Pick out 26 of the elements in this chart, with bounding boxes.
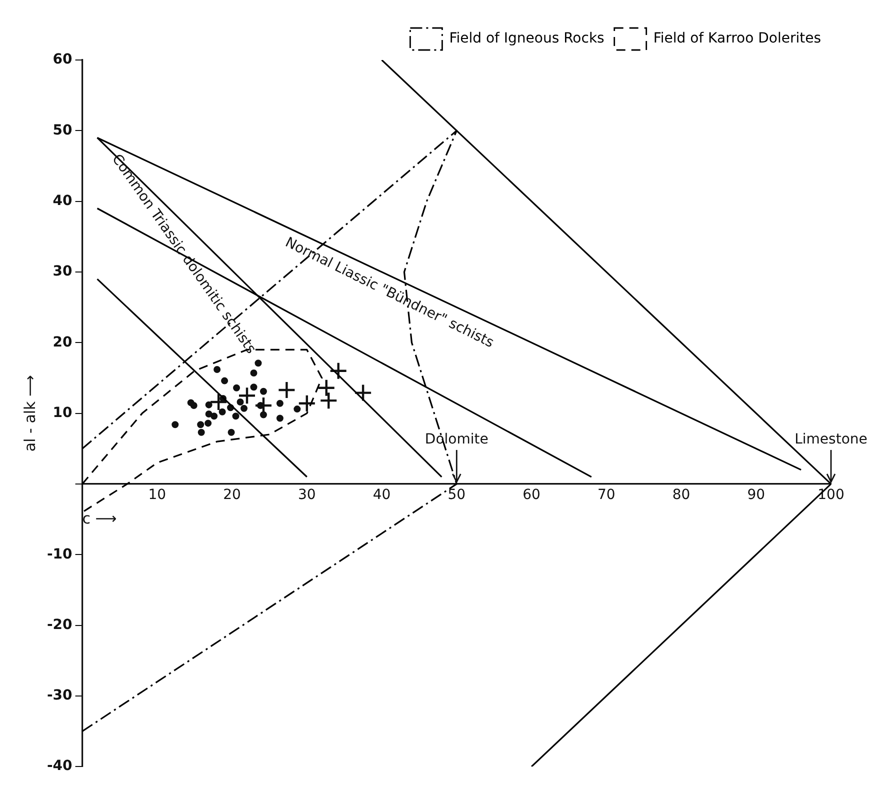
x-tick-label: 40 <box>372 487 391 503</box>
y-tick-label: -20 <box>46 616 73 633</box>
y-tick-label: -40 <box>46 758 73 774</box>
x-tick-label: 20 <box>223 487 241 503</box>
y-tick-label: -30 <box>46 688 73 704</box>
y-tick-label: 60 <box>52 52 73 68</box>
y-tick-label: 50 <box>52 122 73 138</box>
x-tick-label: 90 <box>747 487 766 503</box>
y-tick-label: 10 <box>52 404 73 421</box>
y-axis-title: al - alk ⟶ <box>20 374 39 452</box>
y-tick-label: 20 <box>52 334 73 350</box>
y-tick-label: 30 <box>52 264 73 280</box>
x-tick-label: 50 <box>448 487 466 503</box>
x-axis-title: c ⟶ <box>82 510 117 528</box>
legend-label: Field of Karroo Dolerites <box>653 30 822 47</box>
annotation: Limestone <box>794 432 868 448</box>
y-tick-label: 40 <box>52 192 73 209</box>
legend-label: Field of Igneous Rocks <box>449 30 604 47</box>
y-tick-label: -10 <box>46 546 73 562</box>
x-tick-label: 30 <box>298 487 316 503</box>
x-tick-label: 100 <box>818 487 844 503</box>
x-tick-label: 70 <box>597 487 616 503</box>
x-tick-label: 80 <box>672 487 690 503</box>
x-tick-label: 60 <box>522 487 540 503</box>
annotation: Dolomite <box>424 432 488 448</box>
x-tick-label: 10 <box>148 487 166 503</box>
